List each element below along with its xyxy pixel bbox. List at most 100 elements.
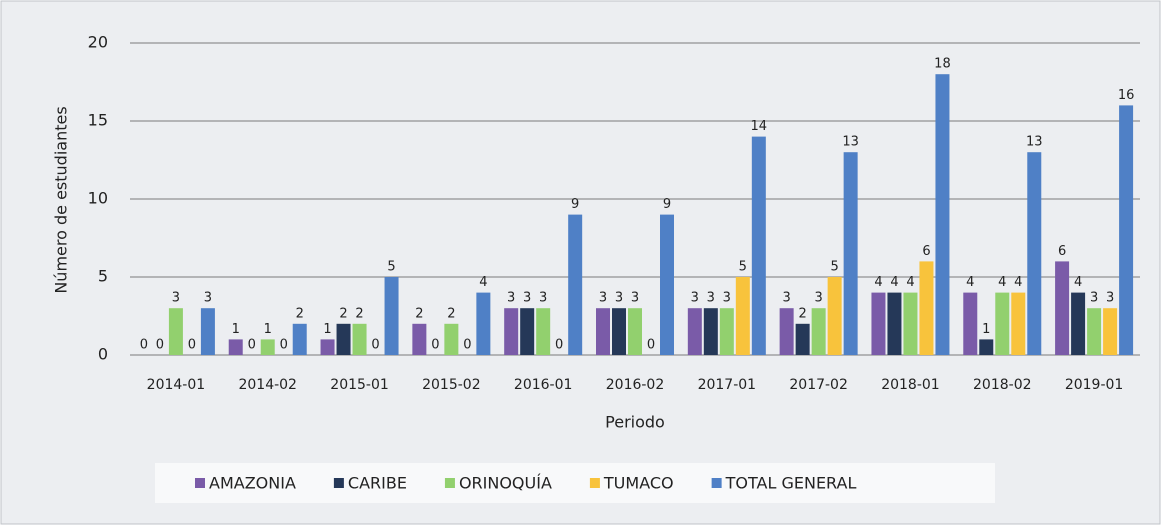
data-label: 3 bbox=[523, 291, 531, 306]
data-label: 0 bbox=[156, 338, 164, 353]
data-label: 3 bbox=[172, 291, 180, 306]
bar bbox=[352, 323, 367, 355]
data-label: 3 bbox=[631, 291, 639, 306]
bar bbox=[735, 277, 750, 355]
x-tick-label: 2014-02 bbox=[238, 377, 297, 393]
data-label: 4 bbox=[966, 275, 974, 290]
legend-label: AMAZONIA bbox=[209, 474, 296, 493]
data-label: 4 bbox=[479, 275, 487, 290]
data-label: 0 bbox=[371, 338, 379, 353]
x-axis-title: Periodo bbox=[605, 413, 665, 432]
data-label: 0 bbox=[431, 338, 439, 353]
x-tick-label: 2016-02 bbox=[606, 377, 665, 393]
data-label: 6 bbox=[1058, 244, 1066, 259]
bar bbox=[336, 323, 351, 355]
bar bbox=[887, 292, 902, 355]
bar bbox=[903, 292, 918, 355]
data-label: 0 bbox=[188, 338, 196, 353]
data-label: 4 bbox=[890, 275, 898, 290]
x-tick-label: 2017-02 bbox=[789, 377, 848, 393]
data-label: 1 bbox=[323, 322, 331, 337]
data-label: 2 bbox=[296, 306, 304, 321]
data-label: 0 bbox=[140, 338, 148, 353]
data-label: 3 bbox=[1090, 291, 1098, 306]
bar bbox=[779, 308, 794, 355]
bar bbox=[1103, 308, 1118, 355]
bar bbox=[612, 308, 626, 355]
x-tick-label: 2014-01 bbox=[147, 377, 206, 393]
data-label: 0 bbox=[248, 338, 256, 353]
legend-swatch bbox=[589, 478, 600, 488]
data-label: 3 bbox=[782, 291, 790, 306]
bar bbox=[536, 308, 551, 355]
bar bbox=[320, 339, 335, 355]
data-label: 4 bbox=[1074, 275, 1082, 290]
bar bbox=[228, 339, 243, 355]
x-tick-label: 2018-01 bbox=[881, 377, 940, 393]
data-label: 9 bbox=[571, 197, 579, 212]
legend-swatch bbox=[444, 478, 455, 488]
data-label: 3 bbox=[707, 291, 715, 306]
bar bbox=[811, 308, 826, 355]
y-tick-label: 20 bbox=[88, 33, 108, 52]
bar bbox=[1055, 261, 1070, 355]
bar bbox=[504, 308, 519, 355]
y-tick-label: 5 bbox=[98, 267, 108, 286]
data-label: 5 bbox=[387, 260, 395, 275]
bar bbox=[520, 308, 535, 355]
x-tick-label: 2016-01 bbox=[514, 377, 573, 393]
data-label: 4 bbox=[874, 275, 882, 290]
data-label: 2 bbox=[355, 306, 363, 321]
bar bbox=[444, 323, 459, 355]
bar bbox=[292, 323, 307, 355]
data-label: 13 bbox=[842, 135, 859, 150]
legend-box bbox=[155, 463, 995, 503]
data-label: 3 bbox=[814, 291, 822, 306]
y-tick-label: 10 bbox=[88, 189, 108, 208]
data-label: 14 bbox=[751, 119, 768, 134]
x-tick-label: 2017-01 bbox=[698, 377, 757, 393]
data-label: 3 bbox=[539, 291, 547, 306]
data-label: 4 bbox=[906, 275, 914, 290]
bar bbox=[168, 308, 183, 355]
data-label: 5 bbox=[739, 260, 747, 275]
data-label: 3 bbox=[204, 291, 212, 306]
data-label: 3 bbox=[615, 291, 623, 306]
bar bbox=[1087, 308, 1102, 355]
data-label: 0 bbox=[555, 338, 563, 353]
bar bbox=[843, 152, 858, 355]
data-label: 0 bbox=[280, 338, 288, 353]
bar bbox=[827, 277, 842, 355]
data-label: 4 bbox=[998, 275, 1006, 290]
data-label: 6 bbox=[922, 244, 930, 259]
y-axis-title: Número de estudiantes bbox=[52, 106, 71, 293]
bar bbox=[200, 308, 215, 355]
bar bbox=[919, 261, 934, 355]
bar bbox=[1071, 292, 1086, 355]
bar bbox=[384, 277, 399, 355]
bar bbox=[703, 308, 718, 355]
data-label: 0 bbox=[647, 338, 655, 353]
data-label: 1 bbox=[264, 322, 272, 337]
data-label: 3 bbox=[507, 291, 515, 306]
data-label: 3 bbox=[723, 291, 731, 306]
bar bbox=[660, 214, 674, 355]
data-label: 3 bbox=[599, 291, 607, 306]
bar bbox=[963, 292, 978, 355]
data-label: 4 bbox=[1014, 275, 1022, 290]
y-tick-label: 0 bbox=[98, 345, 108, 364]
data-label: 2 bbox=[798, 306, 806, 321]
data-label: 13 bbox=[1026, 135, 1043, 150]
data-label: 3 bbox=[691, 291, 699, 306]
bar bbox=[568, 214, 583, 355]
bar bbox=[596, 308, 610, 355]
data-label: 9 bbox=[663, 197, 671, 212]
x-tick-label: 2015-02 bbox=[422, 377, 481, 393]
legend-label: TUMACO bbox=[603, 474, 674, 493]
bar bbox=[1011, 292, 1026, 355]
data-label: 2 bbox=[415, 306, 423, 321]
data-label: 0 bbox=[463, 338, 471, 353]
x-tick-label: 2019-01 bbox=[1065, 377, 1124, 393]
y-tick-label: 15 bbox=[88, 111, 108, 130]
